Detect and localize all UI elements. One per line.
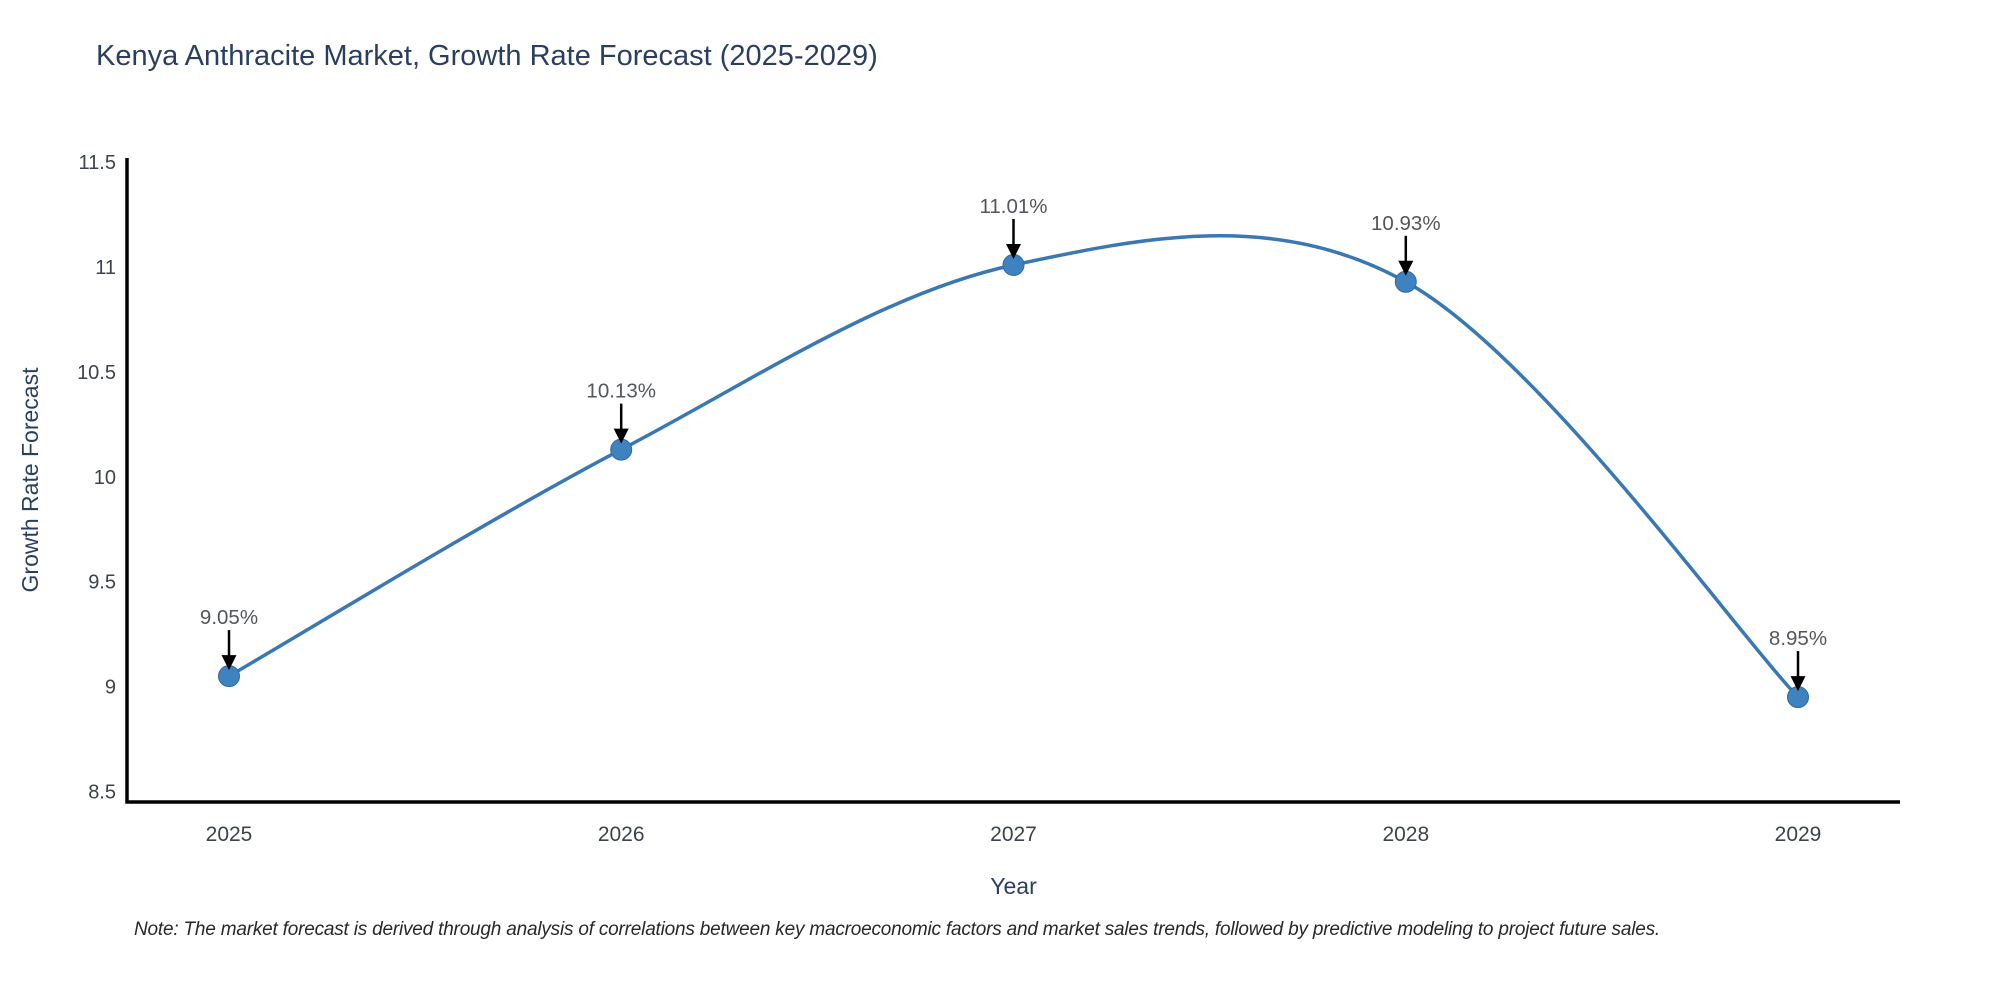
y-tick-label: 8.5 [88,782,116,804]
axis-lines [125,158,1900,804]
x-tick-label: 2028 [1382,823,1429,846]
y-tick-label: 11 [95,257,116,279]
x-tick-label: 2026 [598,823,645,846]
y-tick-label: 11.5 [79,152,116,174]
data-point-label: 11.01% [979,195,1047,218]
forecast-spline-line [227,234,1800,699]
data-point-label: 10.13% [586,380,656,403]
data-point-label: 8.95% [1769,627,1827,650]
y-tick-label: 9.5 [88,572,116,594]
x-tick-label: 2029 [1775,823,1822,846]
x-tick-label: 2027 [990,823,1037,846]
footnote-text: Note: The market forecast is derived thr… [134,919,1660,940]
x-axis-title: Year [990,873,1037,899]
y-axis-title: Growth Rate Forecast [17,367,43,593]
x-tick-label: 2025 [206,823,253,846]
y-tick-label: 10 [94,467,116,489]
y-tick-label: 9 [105,677,116,699]
data-point-label: 10.93% [1371,212,1441,235]
annotation-arrow-head [1790,676,1806,692]
y-tick-label: 10.5 [77,362,116,384]
chart-title: Kenya Anthracite Market, Growth Rate For… [96,40,878,72]
annotation-arrow-head [1006,244,1021,259]
annotation-arrow-head [613,428,629,444]
annotation-arrow-head [221,655,237,671]
data-point-label: 9.05% [200,606,258,629]
annotation-arrow-head [1398,260,1414,276]
